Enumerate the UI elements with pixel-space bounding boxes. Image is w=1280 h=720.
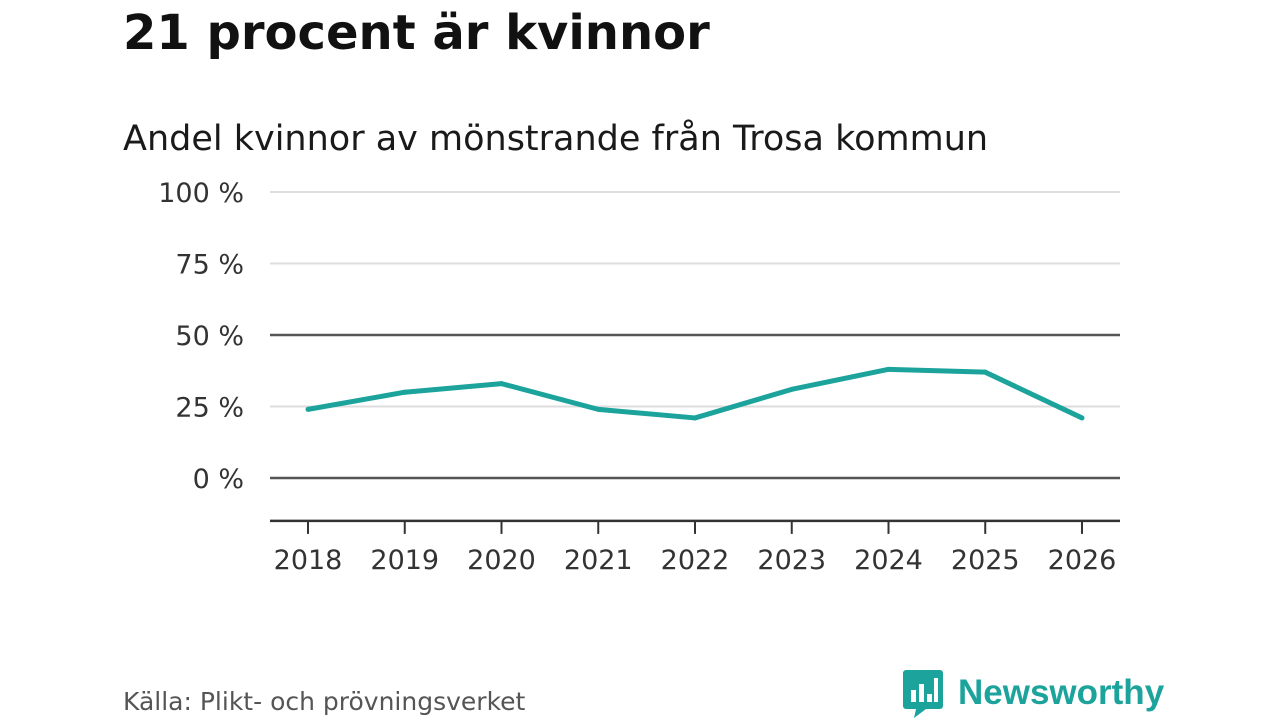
x-tick-label: 2026 [1048, 545, 1117, 576]
chart-title: Andel kvinnor av mönstrande från Trosa k… [123, 119, 989, 159]
y-tick-label: 25 % [175, 393, 244, 424]
x-tick-label: 2023 [757, 545, 826, 576]
x-tick-label: 2024 [854, 545, 923, 576]
y-axis-labels: 0 % 25 % 50 % 75 % 100 % [158, 178, 244, 495]
x-tick-label: 2019 [370, 545, 439, 576]
data-point [1079, 415, 1085, 421]
brand-name: Newsworthy [958, 673, 1165, 712]
data-point [402, 389, 408, 395]
data-point [499, 381, 504, 387]
line-chart: 0 % 25 % 50 % 75 % 100 % 2018 2019 2020 2021 202… [158, 178, 1120, 576]
series-group [305, 366, 1085, 421]
data-point [595, 406, 601, 412]
newsworthy-logo-icon [903, 670, 943, 718]
series-line [307, 366, 1084, 421]
y-tick-label: 75 % [175, 250, 244, 281]
y-tick-label: 0 % [193, 464, 244, 495]
headline: 21 procent är kvinnor [123, 5, 710, 61]
x-tick-label: 2025 [951, 545, 1020, 576]
grid-lines [270, 191, 1120, 480]
brand-logo: Newsworthy [902, 668, 1164, 718]
y-tick-label: 100 % [158, 178, 244, 209]
data-point [305, 406, 311, 412]
x-tick-label: 2018 [274, 545, 343, 576]
x-tick-label: 2021 [564, 545, 633, 576]
data-point [886, 366, 891, 372]
x-tick-label: 2022 [661, 545, 730, 576]
data-point [789, 386, 795, 392]
x-tick-label: 2020 [467, 545, 536, 576]
x-axis: 2018 2019 2020 2021 2022 2023 2024 2025 2026 [270, 519, 1120, 576]
data-point [692, 415, 698, 421]
source-note: Källa: Plikt- och prövningsverket [123, 687, 526, 716]
data-point [982, 369, 988, 375]
y-tick-label: 50 % [175, 321, 244, 352]
